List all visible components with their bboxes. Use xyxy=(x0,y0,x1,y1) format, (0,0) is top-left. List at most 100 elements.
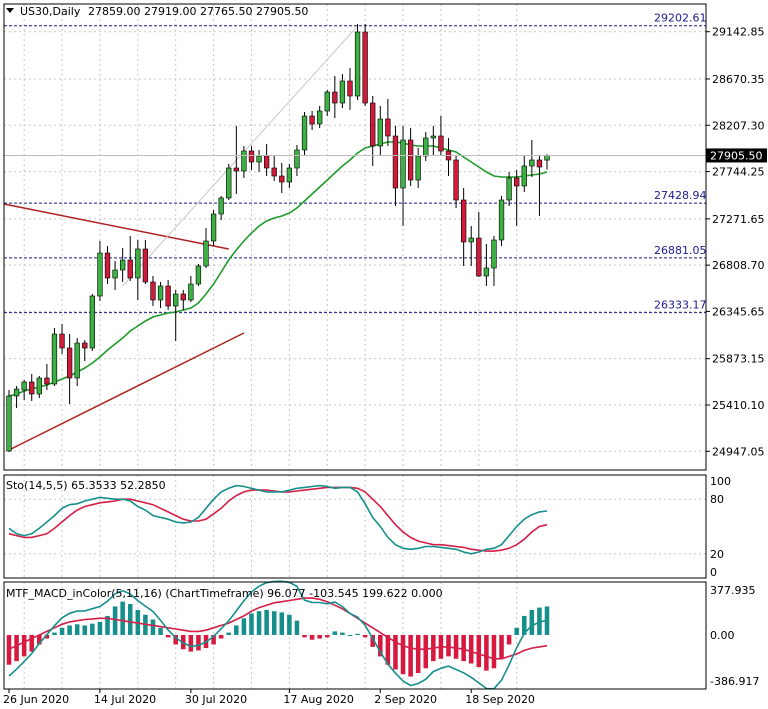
price-tick-label: 24947.05 xyxy=(712,445,765,458)
price-tick-label: 29142.85 xyxy=(712,26,765,39)
macd-histogram-bar xyxy=(90,623,95,635)
candle xyxy=(392,126,399,206)
macd-histogram-bar xyxy=(211,634,216,645)
date-tick-label: 14 Jul 2020 xyxy=(94,693,156,706)
macd-histogram-bar xyxy=(362,634,368,638)
candle xyxy=(514,170,520,226)
bullish-candle-body xyxy=(423,137,429,157)
candle xyxy=(226,164,232,200)
candle xyxy=(460,188,467,266)
macd-histogram-bar xyxy=(302,634,307,638)
bullish-candle-body xyxy=(430,135,436,139)
bearish-candle-body xyxy=(407,139,414,181)
candle xyxy=(521,156,527,192)
bearish-candle-body xyxy=(233,167,239,172)
bearish-candle-body xyxy=(29,381,35,395)
bearish-candle-body xyxy=(476,237,482,277)
macd-histogram-bar xyxy=(484,634,489,671)
price-tick-label: 25873.15 xyxy=(712,353,765,366)
stoch-signal-line xyxy=(8,486,548,552)
macd-histogram-bar xyxy=(120,601,125,635)
candle xyxy=(498,196,505,246)
candle xyxy=(339,74,346,108)
macd-histogram-bar xyxy=(112,606,118,635)
macd-histogram-bar xyxy=(173,634,178,645)
macd-histogram-bar xyxy=(158,627,163,635)
stoch-main-line xyxy=(8,484,548,555)
macd-histogram-bar xyxy=(370,634,375,647)
macd-histogram-bar xyxy=(44,634,50,639)
candle xyxy=(294,145,300,176)
candle xyxy=(13,386,20,408)
level-label: 26333.17 xyxy=(654,299,707,312)
price-frame xyxy=(3,3,707,471)
price-tick-label: 26808.70 xyxy=(712,259,765,272)
candle xyxy=(377,106,383,156)
macd-signal-line xyxy=(8,597,548,660)
candle xyxy=(210,210,217,246)
macd-histogram-bar xyxy=(105,615,110,635)
support-trendline xyxy=(8,332,245,451)
macd-histogram-bar xyxy=(67,625,72,635)
bullish-candle-body xyxy=(74,342,80,379)
bullish-candle-body xyxy=(195,265,202,285)
date-tick-label: 17 Aug 2020 xyxy=(283,693,353,706)
candle xyxy=(407,128,414,186)
date-tick-label: 18 Sep 2020 xyxy=(465,693,535,706)
macd-histogram-bar xyxy=(165,634,171,638)
candle xyxy=(89,294,96,351)
bullish-candle-body xyxy=(173,293,179,307)
price-panel: 29202.61 27428.94 26881.05 26333.17 xyxy=(3,4,707,470)
macd-histogram-bar xyxy=(249,613,254,635)
candle xyxy=(332,76,338,118)
candle xyxy=(317,106,323,128)
macd-histogram-bar xyxy=(279,612,285,635)
macd-histogram-bar xyxy=(226,632,232,635)
macd-histogram-bar xyxy=(59,627,65,635)
bearish-candle-body xyxy=(263,155,270,169)
candle xyxy=(362,24,368,106)
macd-histogram-bar xyxy=(340,632,345,635)
bullish-candle-body xyxy=(51,333,58,385)
candle xyxy=(263,144,270,176)
candle xyxy=(324,90,330,116)
candle xyxy=(66,334,73,404)
bullish-candle-body xyxy=(301,115,308,151)
stoch-tick-label: 100 xyxy=(710,475,731,488)
resistance-trendline xyxy=(3,203,229,250)
bearish-candle-body xyxy=(127,259,133,279)
bullish-candle-body xyxy=(6,395,12,452)
bullish-candle-body xyxy=(89,295,96,349)
macd-histogram-bar xyxy=(415,634,421,674)
dropdown-arrow-icon xyxy=(6,8,14,13)
bearish-candle-body xyxy=(438,135,444,152)
bullish-candle-body xyxy=(529,159,535,167)
candle xyxy=(104,246,111,284)
bearish-candle-body xyxy=(514,177,520,187)
bearish-candle-body xyxy=(332,91,338,104)
macd-histogram-bar xyxy=(196,634,201,651)
bearish-candle-body xyxy=(142,248,149,283)
macd-histogram-bar xyxy=(385,634,391,665)
macd-histogram-bar xyxy=(476,634,482,668)
bearish-candle-body xyxy=(279,175,285,183)
bullish-candle-body xyxy=(218,197,224,215)
candle xyxy=(400,126,406,226)
bullish-candle-body xyxy=(498,199,505,241)
macd-panel xyxy=(6,580,550,690)
candle xyxy=(188,276,194,302)
macd-histogram-bar xyxy=(423,634,429,669)
macd-histogram-bar xyxy=(324,634,330,638)
candle xyxy=(173,290,179,341)
bearish-candle-body xyxy=(150,281,156,301)
macd-histogram-bar xyxy=(234,625,239,635)
macd-histogram-bar xyxy=(446,634,451,657)
macd-histogram-bar xyxy=(317,634,322,639)
macd-histogram-bar xyxy=(82,625,88,635)
bearish-candle-body xyxy=(460,199,467,243)
macd-histogram-bar xyxy=(529,609,535,635)
candle xyxy=(256,150,262,172)
candle xyxy=(97,241,103,301)
bullish-candle-body xyxy=(135,248,141,279)
macd-tick-label: -386.917 xyxy=(710,675,759,688)
